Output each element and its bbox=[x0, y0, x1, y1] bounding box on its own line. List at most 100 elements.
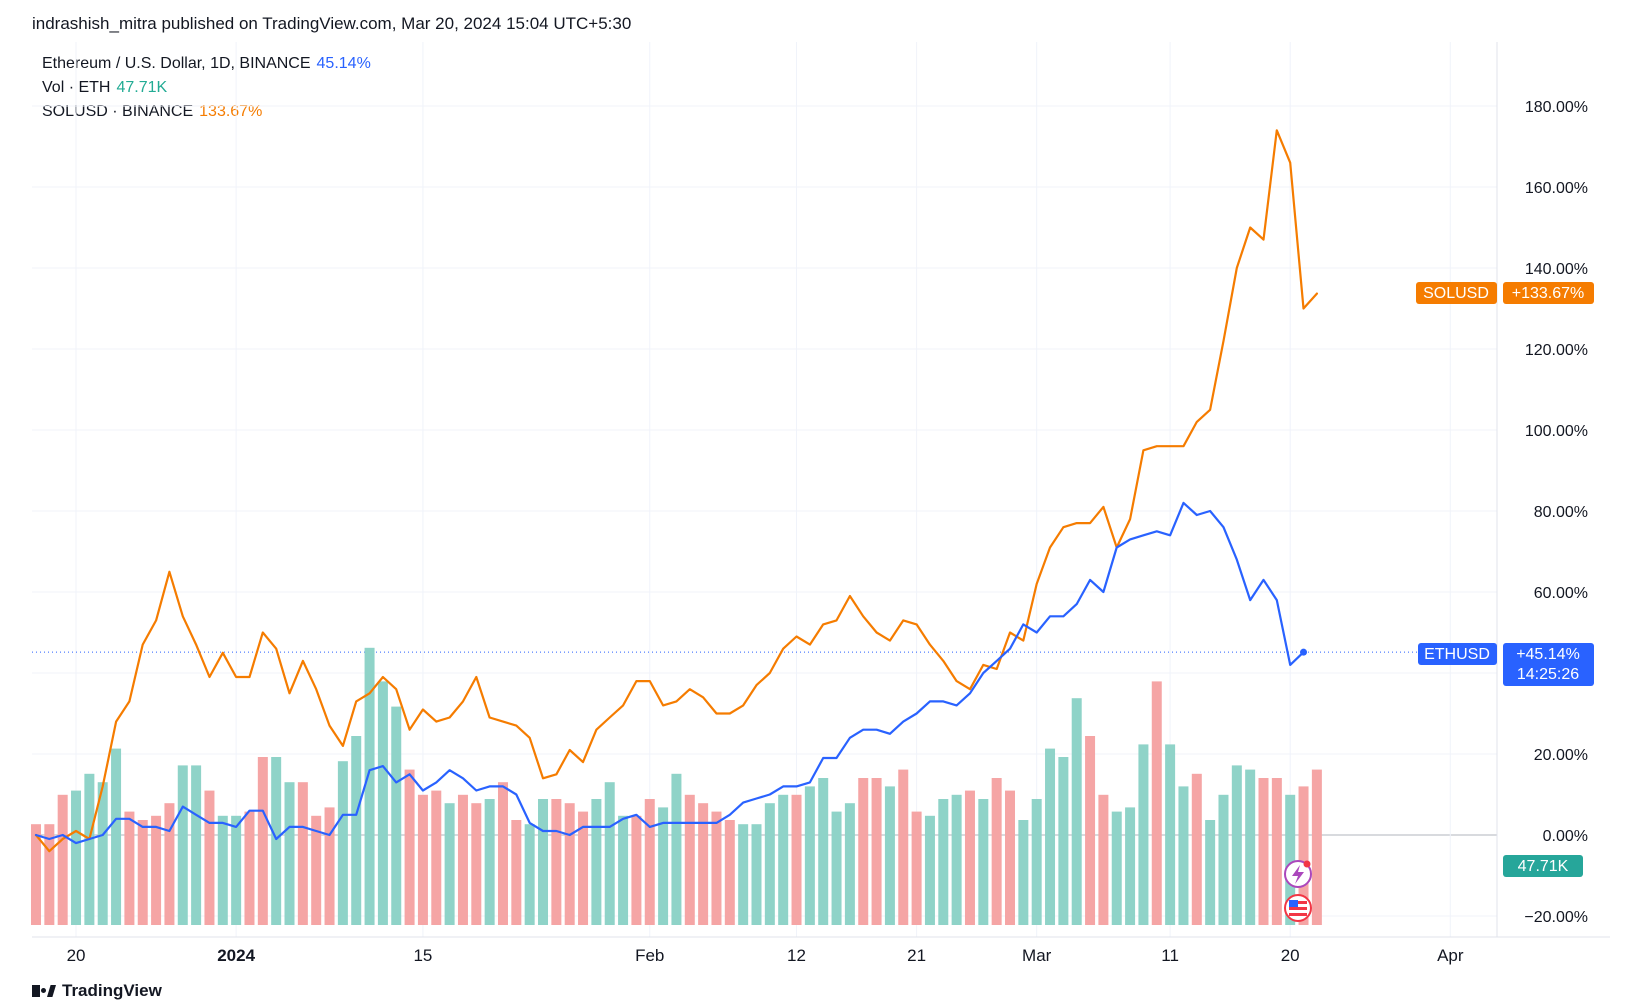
series-line-ethusd[interactable] bbox=[34, 501, 1305, 845]
x-tick-label: 20 bbox=[67, 946, 86, 965]
volume-bar bbox=[684, 794, 695, 925]
volume-bar bbox=[858, 778, 869, 925]
y-tick-label: 180.00% bbox=[1525, 99, 1588, 116]
series-line-solusd[interactable] bbox=[34, 129, 1319, 853]
x-tick-label: 2024 bbox=[217, 946, 255, 965]
volume-bar bbox=[764, 803, 775, 925]
volume-bar bbox=[111, 748, 122, 925]
y-tick-label: 160.00% bbox=[1525, 180, 1588, 197]
volume-bar bbox=[711, 811, 722, 925]
volume-bar bbox=[911, 811, 922, 925]
volume-bar bbox=[938, 799, 949, 925]
volume-bar bbox=[1005, 790, 1016, 925]
volume-bar bbox=[457, 794, 468, 925]
y-tick-label: 0.00% bbox=[1543, 828, 1588, 845]
volume-bar bbox=[951, 794, 962, 925]
volume-bar bbox=[364, 647, 375, 925]
volume-bar bbox=[511, 820, 522, 925]
x-tick-label: 21 bbox=[907, 946, 926, 965]
volume-bar bbox=[1298, 786, 1309, 925]
volume-bar bbox=[724, 820, 735, 925]
y-tick-label: 20.00% bbox=[1534, 747, 1588, 764]
volume-bar bbox=[1071, 698, 1082, 925]
volume-bar bbox=[484, 799, 495, 925]
volume-bar bbox=[497, 782, 508, 925]
volume-value-badge-text: 47.71K bbox=[1518, 858, 1569, 875]
volume-bar bbox=[1165, 744, 1176, 925]
sol-name-badge-text: SOLUSD bbox=[1423, 285, 1489, 302]
flash-icon[interactable] bbox=[1284, 860, 1312, 888]
publisher-header: indrashish_mitra published on TradingVie… bbox=[32, 14, 632, 33]
volume-bar bbox=[778, 794, 789, 925]
volume-bar bbox=[898, 769, 909, 925]
volume-bar bbox=[151, 815, 162, 925]
volume-bar bbox=[831, 811, 842, 925]
volume-bar bbox=[618, 815, 629, 925]
legend-sol-value: 133.67% bbox=[199, 103, 263, 120]
volume-bar bbox=[978, 799, 989, 925]
y-tick-label: 60.00% bbox=[1534, 585, 1588, 602]
volume-bar bbox=[631, 815, 642, 925]
tradingview-footer[interactable]: TradingView bbox=[32, 981, 162, 1001]
volume-bar bbox=[31, 824, 42, 925]
x-tick-label: Apr bbox=[1437, 946, 1464, 965]
legend-eth[interactable]: Ethereum / U.S. Dollar, 1D, BINANCE 45.14… bbox=[42, 52, 371, 76]
volume-bar bbox=[804, 786, 815, 925]
volume-bar bbox=[1178, 786, 1189, 925]
legend-sol-label: SOLUSD · BINANCE bbox=[42, 103, 194, 120]
volume-bar bbox=[311, 815, 322, 925]
tradingview-brand: TradingView bbox=[62, 981, 162, 1000]
eth-name-badge bbox=[1418, 643, 1497, 665]
volume-bar bbox=[551, 799, 562, 925]
volume-bar bbox=[204, 790, 215, 925]
volume-bar bbox=[471, 803, 482, 925]
volume-bar bbox=[1245, 769, 1256, 925]
volume-bar bbox=[284, 782, 295, 925]
x-tick-label: 12 bbox=[787, 946, 806, 965]
eth-last-point bbox=[1300, 648, 1308, 656]
volume-bar bbox=[564, 803, 575, 925]
volume-bar bbox=[538, 799, 549, 925]
volume-bar bbox=[658, 807, 669, 925]
x-tick-label: 15 bbox=[413, 946, 432, 965]
volume-bar bbox=[738, 824, 749, 925]
volume-bar bbox=[417, 794, 428, 925]
volume-bar bbox=[1031, 799, 1042, 925]
price-axis[interactable]: −20.00% 0.00% 20.00% 60.00% 80.00% 100.00% 120… bbox=[1496, 42, 1588, 937]
volume-bar bbox=[337, 761, 348, 925]
volume-bar bbox=[1231, 765, 1242, 925]
volume-bar bbox=[1205, 820, 1216, 925]
volume-bar bbox=[257, 757, 268, 925]
time-axis[interactable]: 20 2024 15 Feb 12 21 Mar 11 20 Apr bbox=[32, 936, 1610, 965]
x-tick-label: Feb bbox=[635, 946, 664, 965]
y-tick-label: 100.00% bbox=[1525, 423, 1588, 440]
volume-bar bbox=[578, 811, 589, 925]
volume-bar bbox=[844, 803, 855, 925]
volume-bar bbox=[217, 815, 228, 925]
volume-bar bbox=[751, 824, 762, 925]
legend-sol[interactable]: SOLUSD · BINANCE 133.67% bbox=[42, 100, 371, 124]
eth-value-badge bbox=[1503, 643, 1594, 686]
volume-bar bbox=[524, 824, 535, 925]
volume-bar bbox=[1098, 794, 1109, 925]
volume-bar bbox=[1151, 681, 1162, 925]
y-tick-label: 80.00% bbox=[1534, 504, 1588, 521]
volume-bar bbox=[57, 794, 68, 925]
volume-bar bbox=[97, 782, 108, 925]
y-tick-label: −20.00% bbox=[1524, 909, 1588, 926]
us-flag-icon[interactable] bbox=[1284, 894, 1312, 922]
volume-bar bbox=[1138, 744, 1149, 925]
volume-bar bbox=[137, 820, 148, 925]
volume-bars bbox=[31, 647, 1322, 925]
volume-bar bbox=[671, 773, 682, 925]
volume-bar bbox=[604, 782, 615, 925]
volume-bar bbox=[1058, 757, 1069, 925]
volume-bar bbox=[244, 811, 255, 925]
legend-eth-label: Ethereum / U.S. Dollar, 1D, BINANCE bbox=[42, 55, 311, 72]
volume-bar bbox=[991, 778, 1002, 925]
volume-bar bbox=[698, 803, 709, 925]
eth-countdown-text: 14:25:26 bbox=[1517, 666, 1579, 683]
sol-name-badge bbox=[1416, 282, 1497, 304]
volume-bar bbox=[404, 769, 415, 925]
